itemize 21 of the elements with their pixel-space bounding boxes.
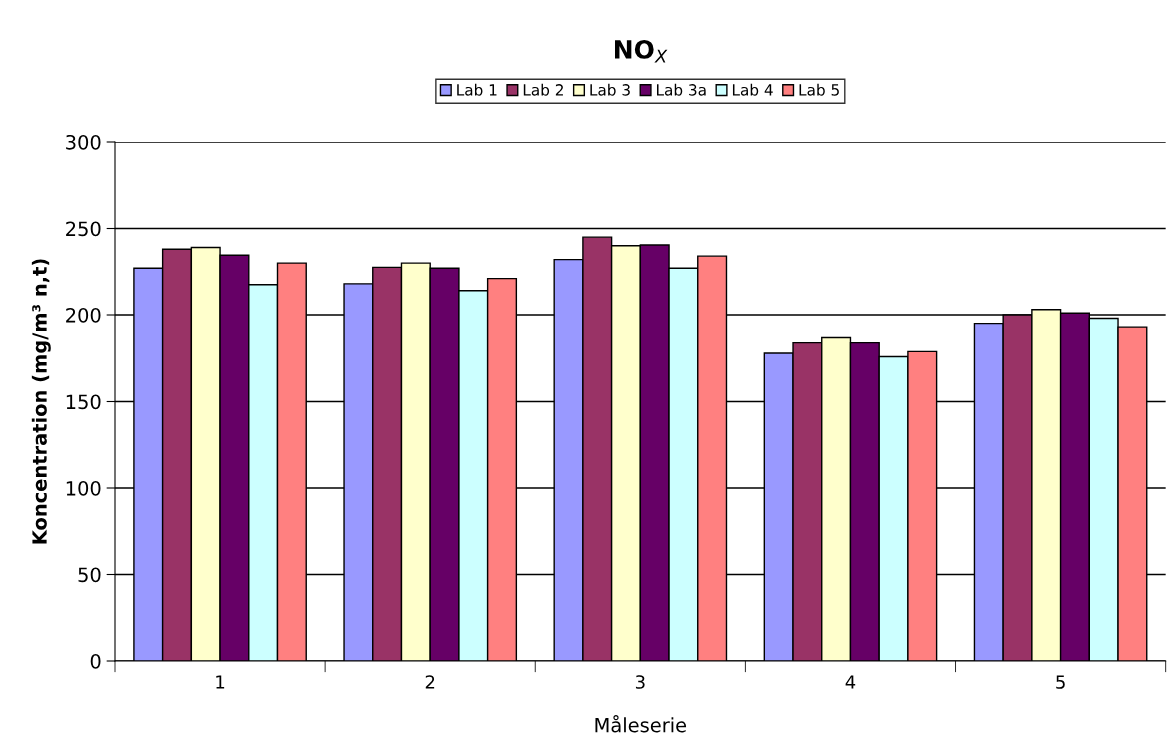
y-tick-label: 100 [66, 480, 101, 496]
x-tick-label: 5 [1056, 675, 1065, 689]
legend-label: Lab 3a [657, 83, 706, 96]
legend-label: Lab 1 [457, 83, 497, 96]
y-tick-label: 0 [90, 653, 101, 669]
x-axis-title: Måleserie [595, 715, 687, 733]
y-tick-label: 50 [78, 567, 101, 583]
x-tick-label: 3 [635, 675, 645, 689]
y-tick-label: 200 [66, 307, 101, 323]
chart-title: NO$_{X}$ [615, 39, 668, 63]
legend-label: Lab 3 [590, 83, 630, 96]
legend-label: Lab 5 [799, 83, 839, 96]
y-axis-title: Koncentration (mg/m³ n,t) [31, 259, 51, 544]
x-tick-label: 2 [425, 675, 435, 689]
x-tick-label: 4 [845, 675, 856, 689]
y-tick-label: 300 [66, 134, 101, 150]
y-tick-label: 150 [66, 394, 101, 410]
legend-label: Lab 4 [732, 83, 773, 96]
x-tick-label: 1 [216, 675, 225, 689]
y-tick-label: 250 [66, 221, 101, 237]
legend-label: Lab 2 [523, 83, 563, 96]
